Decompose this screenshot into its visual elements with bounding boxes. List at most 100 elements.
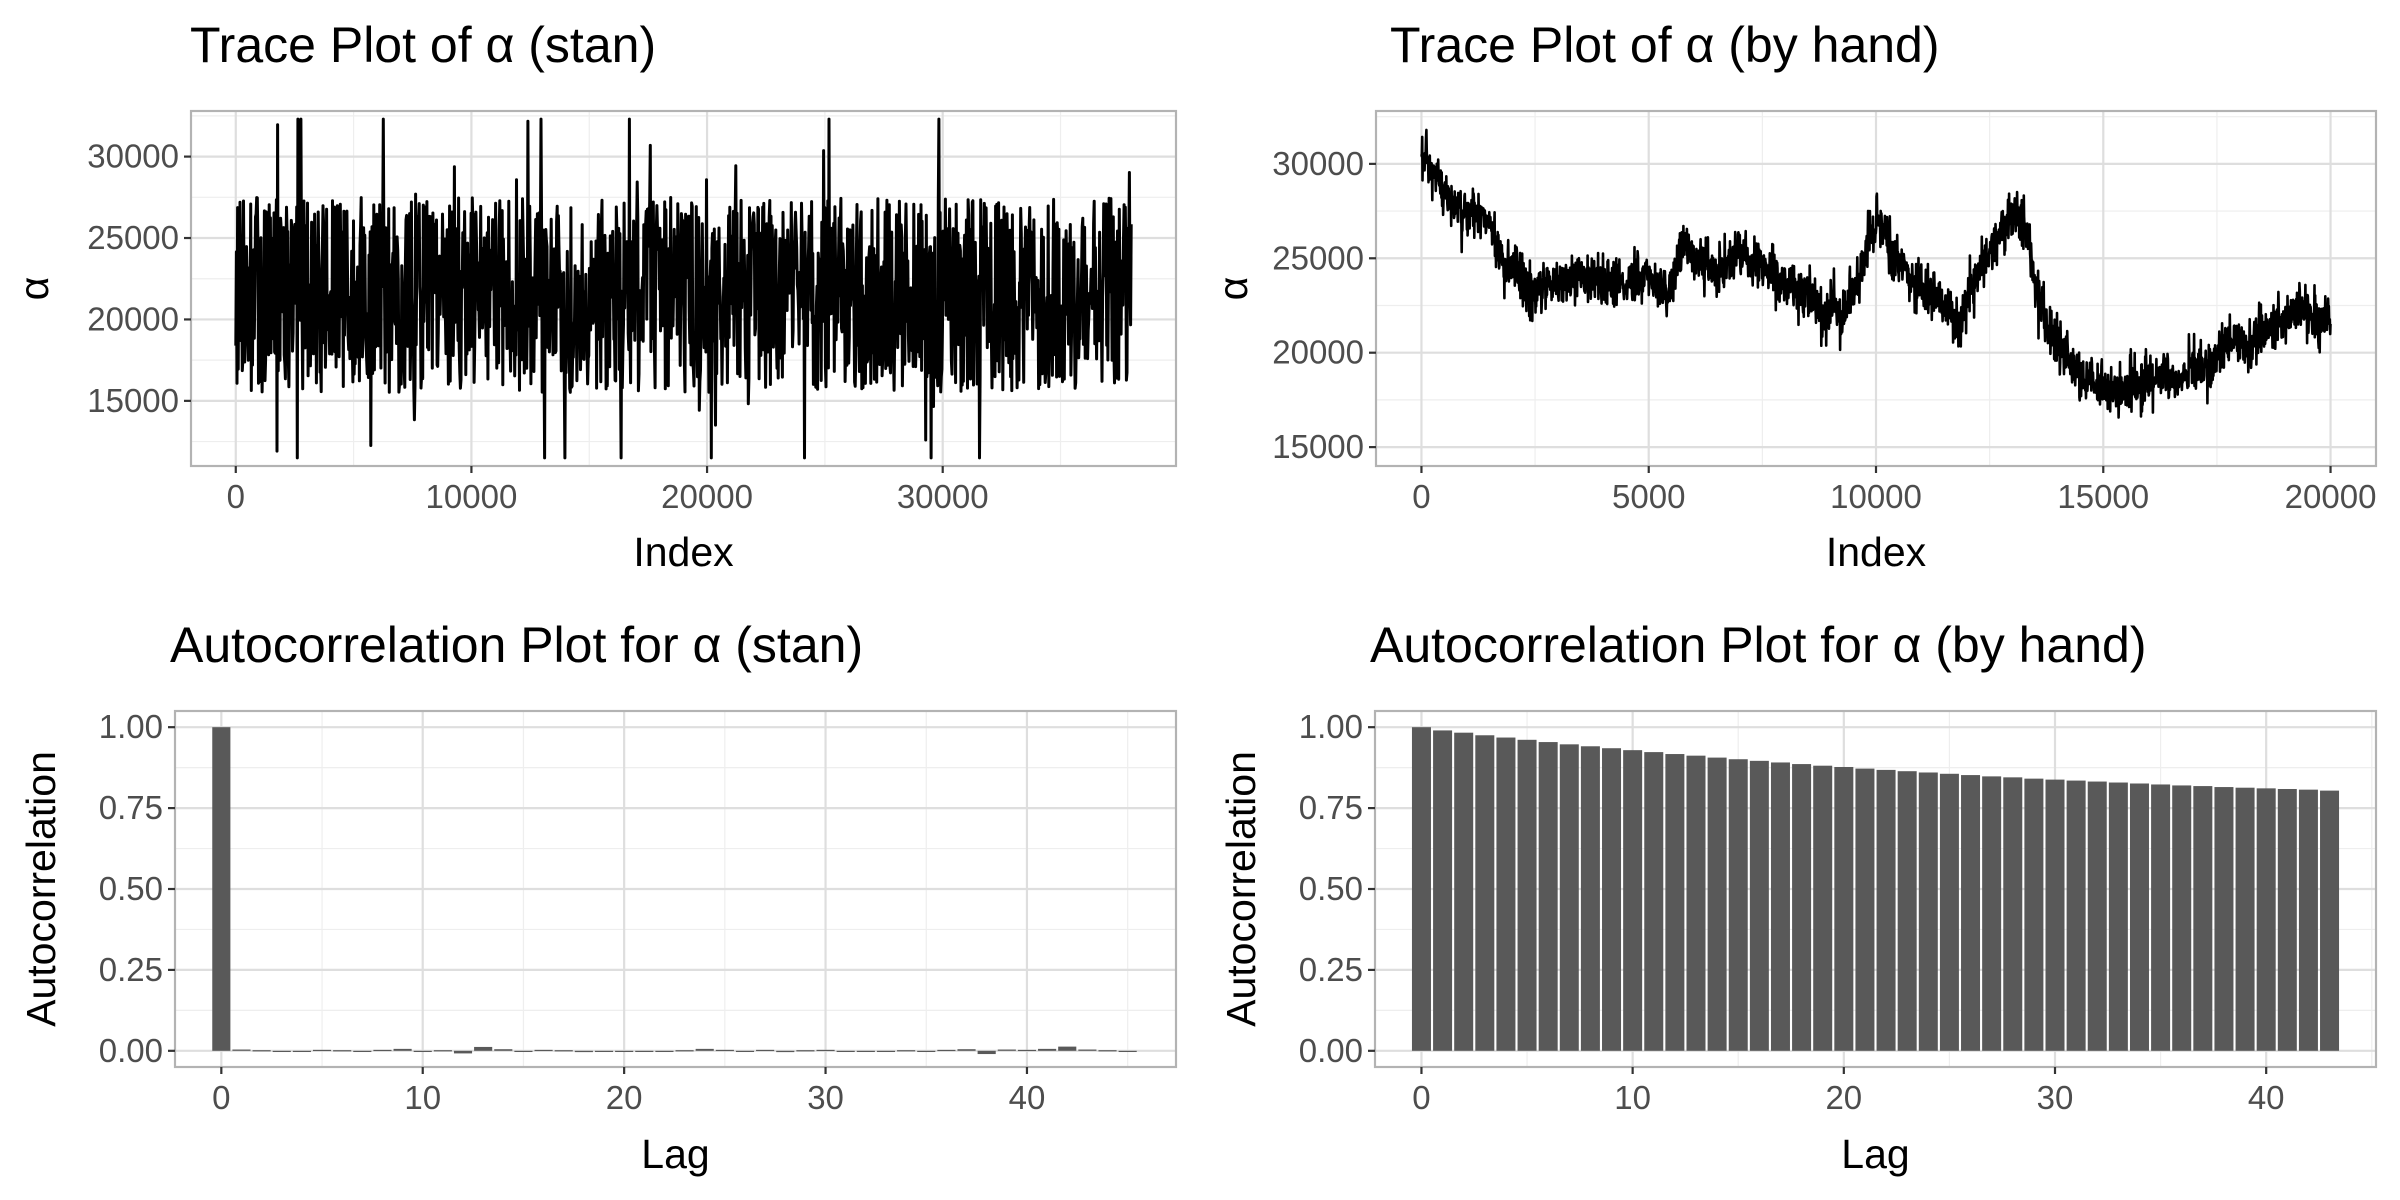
acf-hand-bar-lag-6 xyxy=(1538,742,1558,1051)
acf-stan-y-tick-label: 1.00 xyxy=(99,708,163,745)
acf-hand-bar-lag-29 xyxy=(2024,778,2044,1051)
acf-stan-bar-lag-10 xyxy=(413,1050,432,1053)
acf-stan-x-tick-label: 40 xyxy=(1009,1079,1046,1116)
acf-stan-bar-lag-12 xyxy=(453,1050,473,1054)
trace-stan-x-tick-label: 10000 xyxy=(426,478,518,515)
trace-stan-y-tick-label: 30000 xyxy=(87,138,179,175)
acf-stan-bar-lag-31 xyxy=(836,1050,855,1053)
acf-stan-bar-lag-45 xyxy=(1118,1050,1137,1053)
acf-stan-bar-lag-5 xyxy=(312,1049,332,1052)
acf-stan-y-label: Autocorrelation xyxy=(18,751,64,1027)
acf-hand-bar-lag-0 xyxy=(1411,727,1431,1051)
acf-hand-bar-lag-27 xyxy=(1982,776,2002,1051)
acf-hand-bar-lag-40 xyxy=(2256,788,2276,1051)
acf-stan-y-tick-label: 0.50 xyxy=(99,870,163,907)
acf-hand-bar-lag-23 xyxy=(1897,771,1917,1051)
acf-hand-bar-lag-17 xyxy=(1770,762,1790,1051)
acf-hand-bar-lag-5 xyxy=(1517,739,1537,1051)
acf-hand-bars xyxy=(1411,727,2340,1051)
acf-stan-bar-lag-14 xyxy=(494,1049,513,1051)
acf-hand-bar-lag-16 xyxy=(1749,760,1769,1051)
acf-stan-x-tick-label: 0 xyxy=(212,1079,230,1116)
trace-stan-y-tick-label: 20000 xyxy=(87,300,179,337)
acf-stan-bar-lag-3 xyxy=(272,1050,291,1053)
acf-hand-bar-lag-7 xyxy=(1559,744,1579,1051)
acf-stan-bar-lag-0 xyxy=(212,727,231,1051)
acf-hand-bar-lag-43 xyxy=(2320,790,2340,1051)
acf-hand-bar-lag-42 xyxy=(2298,789,2318,1051)
trace-hand-y-tick-label: 20000 xyxy=(1272,334,1364,371)
acf-stan-title: Autocorrelation Plot for α (stan) xyxy=(170,617,863,673)
acf-hand-bar-lag-13 xyxy=(1686,755,1706,1051)
acf-stan-bar-lag-25 xyxy=(715,1049,734,1052)
acf-hand-bar-lag-8 xyxy=(1580,746,1600,1051)
acf-hand-bar-lag-2 xyxy=(1454,732,1474,1051)
acf-hand-bar-lag-31 xyxy=(2066,780,2086,1051)
trace-hand-axes: 0 5000 10000 15000 20000 15000 20000 25000 30000 xyxy=(1272,145,2376,515)
acf-stan-bar-lag-33 xyxy=(876,1050,896,1053)
trace-stan-title: Trace Plot of α (stan) xyxy=(190,17,656,73)
acf-hand-bar-lag-36 xyxy=(2172,785,2192,1051)
acf-stan-bar-lag-27 xyxy=(756,1049,775,1052)
acf-stan-bar-lag-41 xyxy=(1038,1048,1057,1051)
trace-stan-axes: 0 10000 20000 30000 15000 20000 25000 30000 xyxy=(87,138,988,515)
acf-stan-bar-lag-29 xyxy=(796,1050,815,1052)
acf-stan-bars xyxy=(212,727,1137,1055)
acf-stan-axes: 0 10 20 30 40 0.00 0.25 0.50 0.75 1.00 xyxy=(99,708,1046,1116)
acf-hand-x-tick-label: 30 xyxy=(2037,1079,2074,1116)
acf-stan-bar-lag-18 xyxy=(574,1050,593,1053)
acf-stan-bar-lag-17 xyxy=(554,1050,573,1052)
trace-plot-by-hand: Trace Plot of α (by hand) 0 5000 10000 1500… xyxy=(1210,17,2378,575)
acf-hand-bar-lag-12 xyxy=(1665,754,1685,1051)
trace-hand-y-tick-label: 30000 xyxy=(1272,145,1364,182)
acf-stan-bar-lag-37 xyxy=(957,1049,976,1051)
acf-stan-bar-lag-35 xyxy=(917,1050,936,1053)
acf-stan-bar-lag-24 xyxy=(695,1048,714,1051)
acf-stan-bar-lag-11 xyxy=(433,1050,452,1052)
trace-hand-x-tick-label: 5000 xyxy=(1612,478,1685,515)
acf-hand-bar-lag-18 xyxy=(1792,764,1812,1051)
acf-stan-bar-lag-20 xyxy=(615,1050,634,1053)
acf-hand-bar-lag-19 xyxy=(1813,765,1833,1051)
acf-hand-x-label: Lag xyxy=(1841,1131,1909,1177)
acf-hand-bar-lag-10 xyxy=(1623,750,1643,1051)
acf-hand-bar-lag-9 xyxy=(1602,748,1622,1051)
acf-stan-bar-lag-16 xyxy=(534,1049,553,1052)
acf-plot-by-hand: Autocorrelation Plot for α (by hand) 0 10… xyxy=(1218,617,2378,1177)
trace-hand-x-tick-label: 15000 xyxy=(2057,478,2149,515)
acf-hand-bar-lag-14 xyxy=(1707,757,1727,1051)
acf-stan-bar-lag-9 xyxy=(393,1048,412,1051)
acf-stan-bar-lag-2 xyxy=(252,1050,271,1052)
trace-stan-x-tick-label: 0 xyxy=(227,478,245,515)
acf-hand-bar-lag-20 xyxy=(1834,766,1854,1051)
acf-stan-bar-lag-6 xyxy=(333,1050,352,1052)
trace-stan-x-label: Index xyxy=(633,529,734,575)
acf-hand-title: Autocorrelation Plot for α (by hand) xyxy=(1370,617,2147,673)
acf-hand-bar-lag-34 xyxy=(2129,783,2149,1051)
trace-hand-y-tick-label: 15000 xyxy=(1272,428,1364,465)
acf-hand-x-tick-label: 20 xyxy=(1825,1079,1862,1116)
acf-hand-axes: 0 10 20 30 40 0.00 0.25 0.50 0.75 1.00 xyxy=(1299,708,2285,1116)
acf-stan-grid xyxy=(175,711,1176,1067)
acf-stan-bar-lag-30 xyxy=(816,1049,835,1052)
acf-stan-bar-lag-23 xyxy=(675,1050,694,1052)
acf-stan-bar-lag-21 xyxy=(635,1050,654,1053)
acf-hand-x-tick-label: 10 xyxy=(1614,1079,1651,1116)
trace-hand-y-label: α xyxy=(1210,277,1256,301)
acf-hand-bar-lag-26 xyxy=(1961,775,1981,1051)
acf-stan-bar-lag-34 xyxy=(897,1050,916,1052)
acf-stan-x-tick-label: 20 xyxy=(606,1079,643,1116)
acf-hand-x-tick-label: 0 xyxy=(1412,1079,1430,1116)
acf-stan-x-tick-label: 30 xyxy=(807,1079,844,1116)
acf-hand-y-tick-label: 0.50 xyxy=(1299,870,1363,907)
acf-hand-bar-lag-1 xyxy=(1433,730,1453,1051)
acf-stan-bar-lag-32 xyxy=(856,1050,875,1053)
acf-stan-bar-lag-44 xyxy=(1098,1050,1117,1052)
acf-stan-y-tick-label: 0.75 xyxy=(99,789,163,826)
trace-hand-x-tick-label: 0 xyxy=(1412,478,1430,515)
acf-stan-bar-lag-19 xyxy=(594,1050,614,1053)
acf-stan-bar-lag-43 xyxy=(1078,1049,1097,1051)
acf-hand-bar-lag-24 xyxy=(1918,772,1938,1051)
trace-hand-x-tick-label: 10000 xyxy=(1830,478,1922,515)
